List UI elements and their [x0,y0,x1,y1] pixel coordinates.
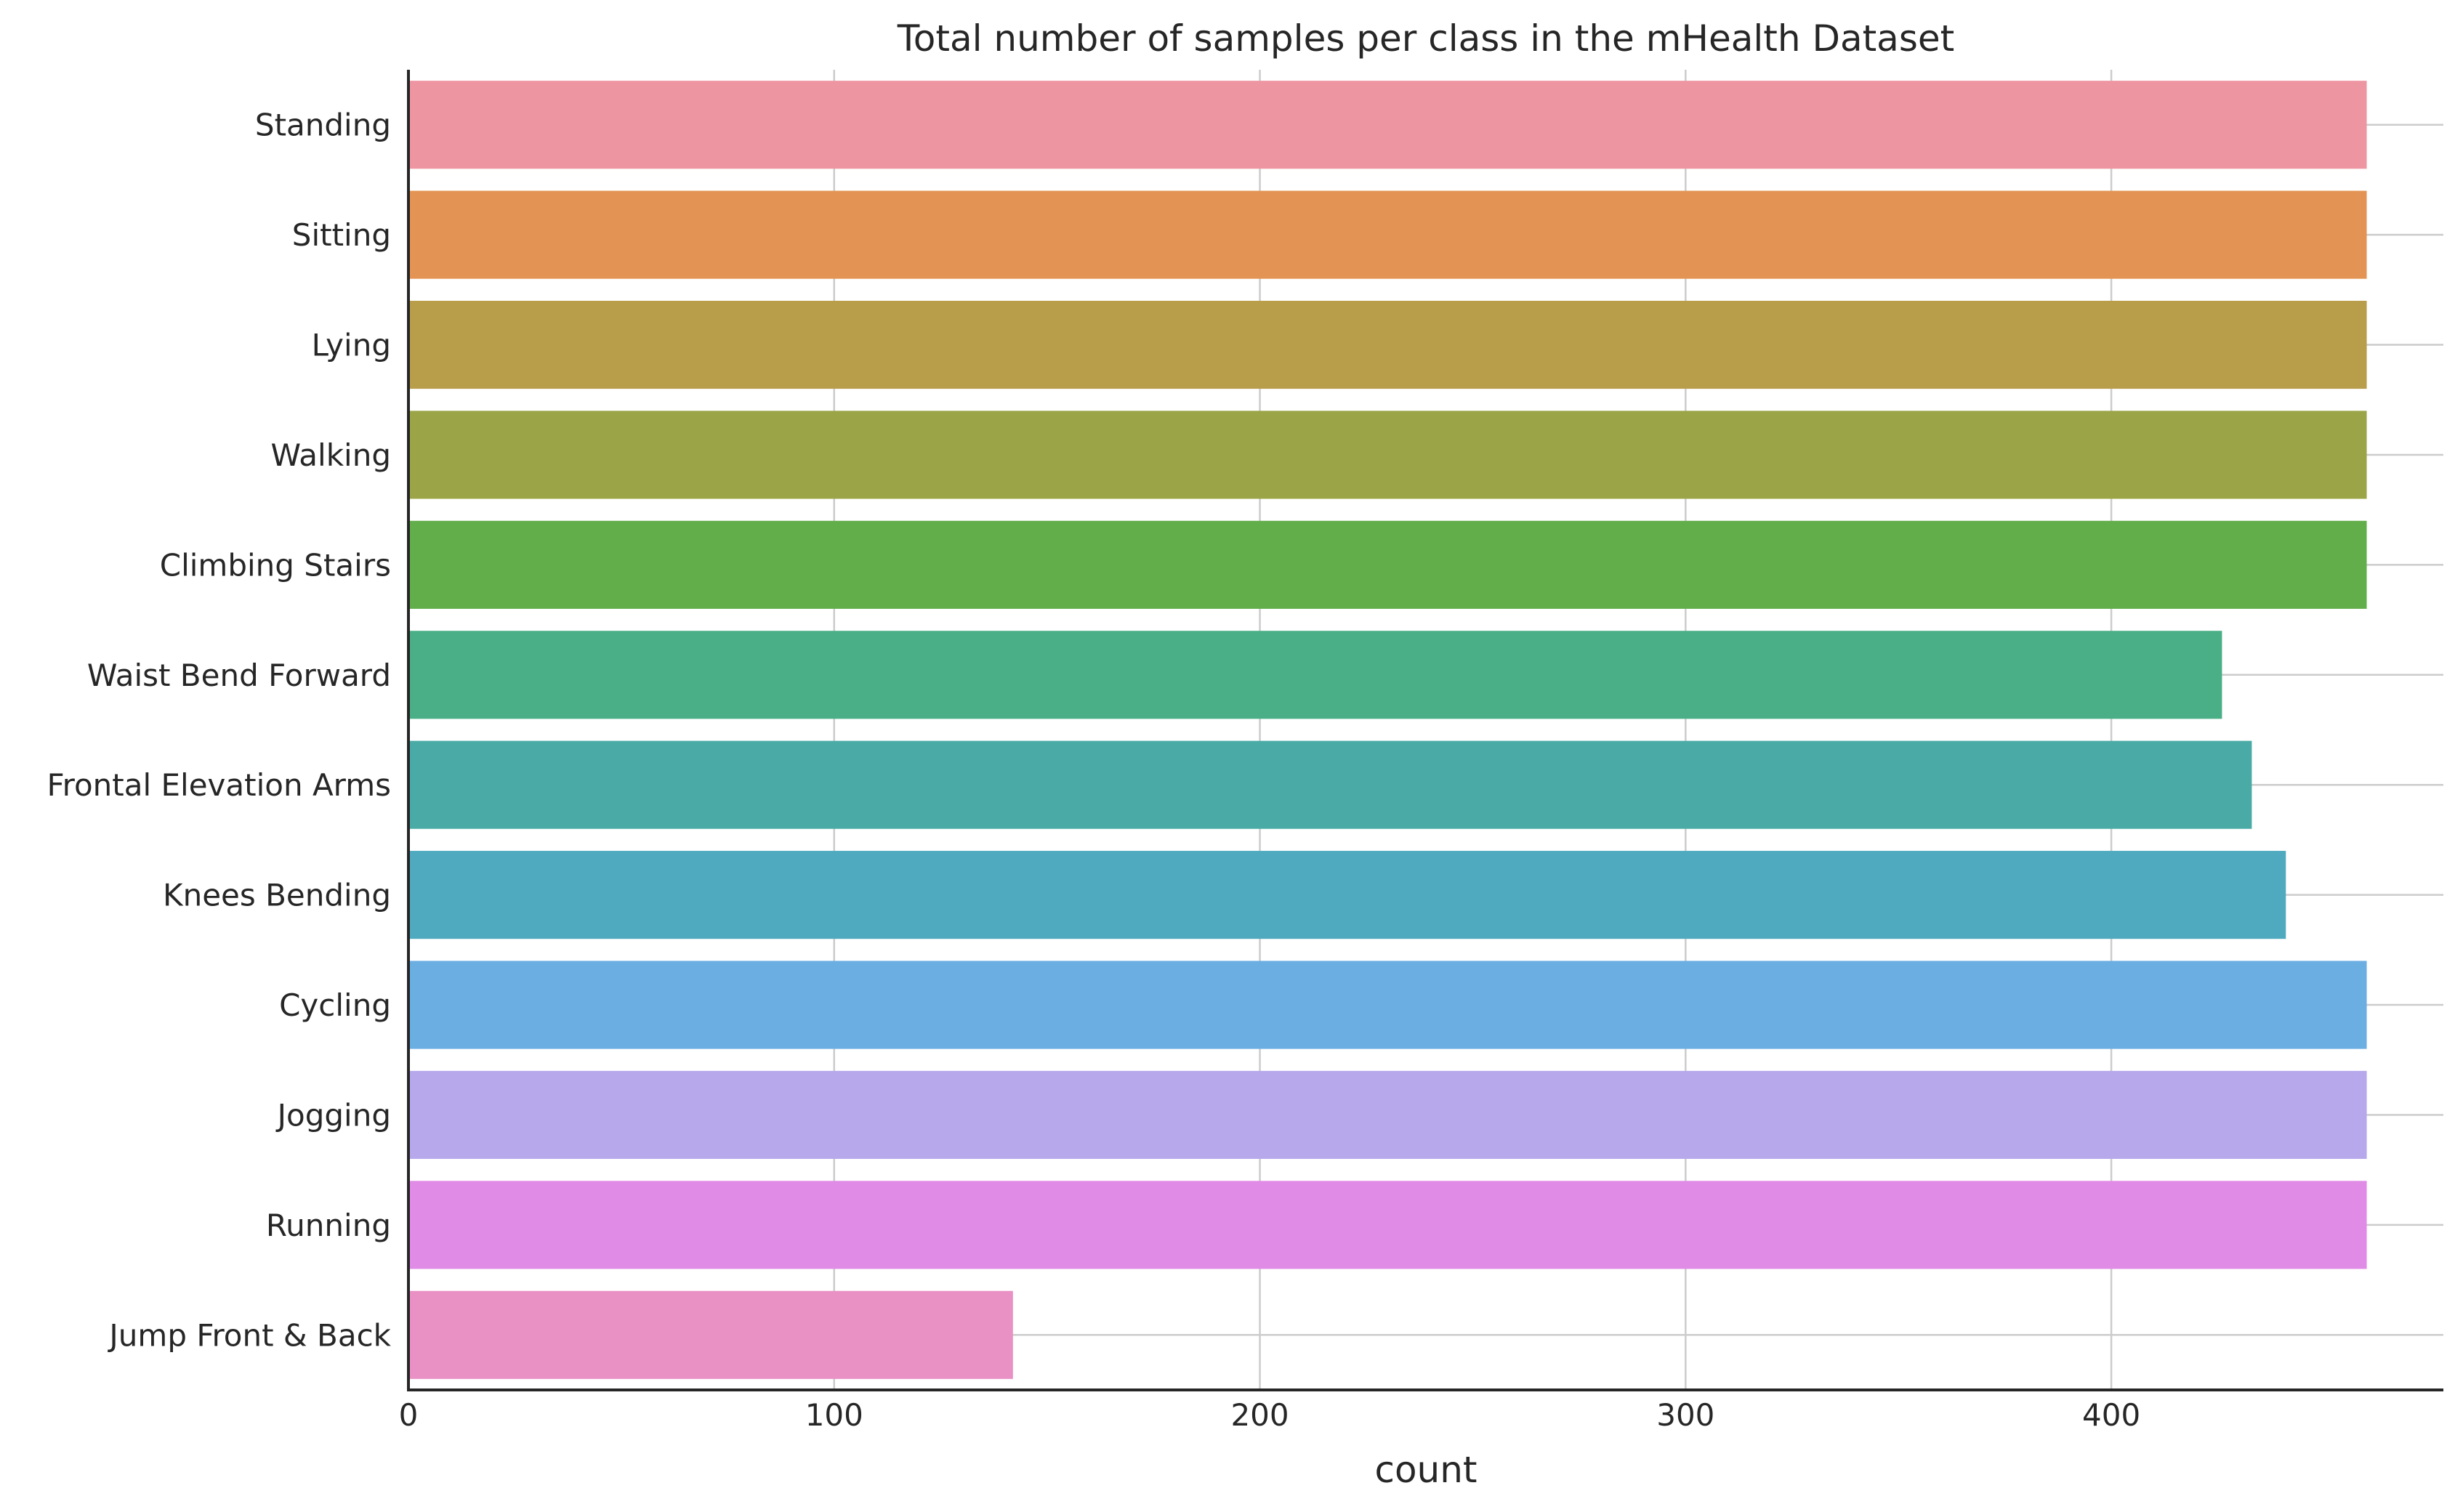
y-tick-label: Standing [255,108,391,143]
bar [408,520,2367,609]
y-tick-labels: Standing Sitting Lying Walking Climbing Stai… [47,108,392,1354]
y-tick-label: Climbing Stairs [160,547,391,583]
y-tick-label: Waist Bend Forward [87,658,391,693]
y-tick-label: Knees Bending [163,878,391,913]
x-tick-label: 0 [399,1397,419,1433]
y-tick-label: Jogging [275,1097,391,1133]
y-tick-label: Sitting [292,217,391,253]
y-tick-label: Running [266,1208,391,1243]
bar [408,190,2367,279]
bar [408,740,2252,829]
bar [408,851,2286,939]
bars [408,81,2367,1379]
chart-title: Total number of samples per class in the… [897,17,1955,60]
bar [408,961,2367,1049]
y-tick-label: Walking [270,437,391,473]
x-tick-label: 200 [1230,1397,1289,1433]
bar [408,81,2367,169]
x-tick-label: 100 [805,1397,863,1433]
bar [408,1070,2367,1160]
x-axis-label: count [1374,1449,1477,1491]
y-tick-label: Lying [312,328,391,363]
x-tick-label: 400 [2082,1397,2140,1433]
bar [408,631,2222,719]
bar [408,1290,1013,1379]
bar [408,1181,2367,1269]
x-tick-label: 300 [1656,1397,1714,1433]
bar [408,411,2367,499]
bar [408,300,2367,389]
y-tick-label: Jump Front & Back [107,1317,391,1353]
y-tick-label: Cycling [279,987,391,1023]
x-tick-labels: 0 100 200 300 400 [399,1397,2141,1433]
y-tick-label: Frontal Elevation Arms [47,767,391,803]
